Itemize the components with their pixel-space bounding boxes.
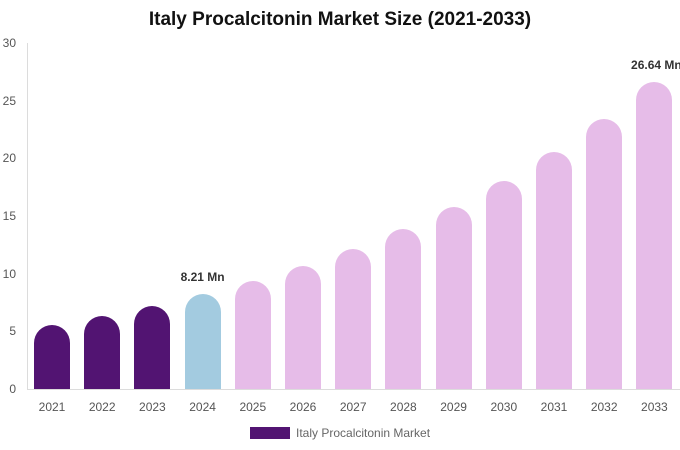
x-tick-label: 2025 <box>239 400 267 414</box>
y-tick-label: 10 <box>2 266 16 281</box>
legend-label: Italy Procalcitonin Market <box>296 426 431 440</box>
bar-2033[interactable] <box>636 81 673 389</box>
y-tick-label: 30 <box>2 36 16 50</box>
x-tick-label: 2029 <box>440 400 467 414</box>
x-axis-line <box>27 389 680 390</box>
y-tick-label: 15 <box>2 209 16 223</box>
bar-2028[interactable] <box>385 229 422 389</box>
y-tick-label: 20 <box>2 151 16 166</box>
bar-2021[interactable] <box>34 325 70 389</box>
x-tick-label: 2028 <box>390 400 417 414</box>
x-tick-label: 2026 <box>289 400 317 414</box>
x-tick-label: 2031 <box>540 400 568 414</box>
data-label-2024: 8.21 Mn <box>180 270 225 285</box>
bar-2029[interactable] <box>435 206 472 389</box>
bar-2027[interactable] <box>335 248 372 389</box>
x-tick-label: 2030 <box>490 400 518 414</box>
bar-2031[interactable] <box>536 152 572 389</box>
x-tick-label: 2033 <box>641 400 668 414</box>
x-tick-label: 2022 <box>88 400 116 414</box>
x-tick-label: 2024 <box>189 400 216 414</box>
x-tick-label: 2021 <box>38 400 66 414</box>
y-tick-label: 0 <box>9 382 16 396</box>
x-tick-label: 2032 <box>590 400 618 414</box>
bar-2022[interactable] <box>84 316 121 389</box>
x-tick-label: 2023 <box>139 400 166 414</box>
legend-swatch <box>250 427 290 439</box>
y-tick-label: 25 <box>2 93 16 108</box>
bar-2023[interactable] <box>134 305 171 389</box>
data-label-2033: 26.64 Mn <box>631 57 680 72</box>
bar-2030[interactable] <box>485 181 522 389</box>
bar-2026[interactable] <box>285 265 321 389</box>
chart-title: Italy Procalcitonin Market Size (2021-20… <box>148 9 532 30</box>
legend: Italy Procalcitonin Market <box>250 426 430 440</box>
bar-2025[interactable] <box>234 281 271 389</box>
bar-2024[interactable] <box>184 294 221 389</box>
x-tick-label: 2027 <box>339 400 367 414</box>
bar-2032[interactable] <box>586 119 623 389</box>
y-axis-line <box>27 43 28 390</box>
y-tick-label: 5 <box>9 324 16 339</box>
